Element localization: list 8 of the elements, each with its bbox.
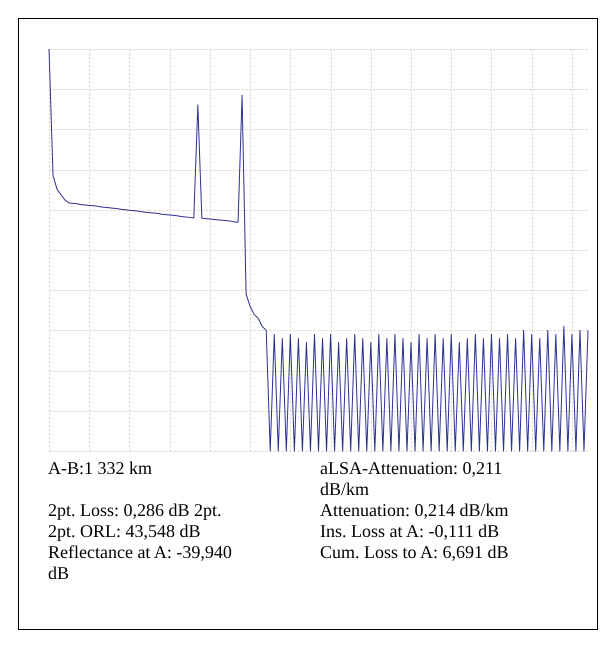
text: aLSA-Attenuation: 0,211 dB/km: [320, 458, 504, 500]
text: 2pt. Loss: 0,286 dB 2pt.: [48, 500, 223, 521]
text: Ins. Loss at A: -0,111 dB: [320, 521, 500, 542]
text: A-B:1 332 km: [48, 458, 154, 479]
text: Cum. Loss to A: 6,691 dB: [320, 542, 510, 563]
text: Attenuation: 0,214 dB/km: [320, 500, 510, 521]
text: Reflectance at A: -39,940 dB: [48, 542, 233, 584]
text: 2pt. ORL: 43,548 dB: [48, 521, 202, 542]
